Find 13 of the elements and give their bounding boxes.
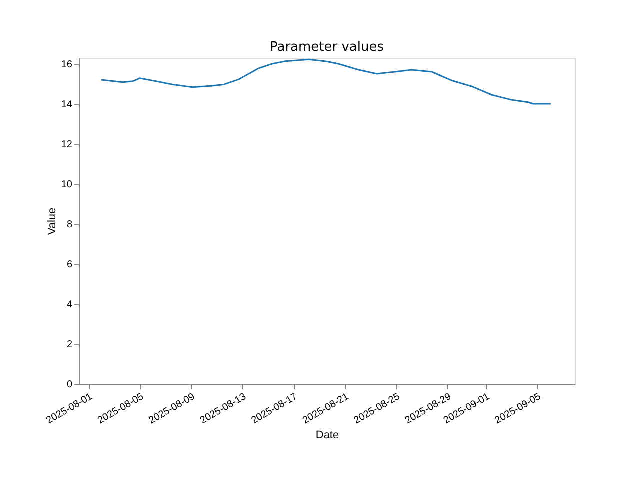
y-tick-label: 10: [61, 180, 73, 190]
y-tick-label: 8: [66, 220, 73, 230]
y-tick-label: 6: [66, 260, 73, 270]
y-tick-label: 12: [61, 140, 73, 150]
y-tick-label: 2: [66, 340, 73, 350]
y-axis-title: Value: [46, 208, 58, 236]
y-tick-label: 14: [61, 100, 73, 110]
x-axis-title: Date: [316, 430, 340, 442]
y-tick-label: 4: [66, 300, 73, 310]
line-series: [100, 58, 552, 105]
y-tick-label: 16: [61, 60, 73, 70]
y-tick-label: 0: [66, 380, 73, 390]
chart-title: Parameter values: [270, 40, 384, 55]
